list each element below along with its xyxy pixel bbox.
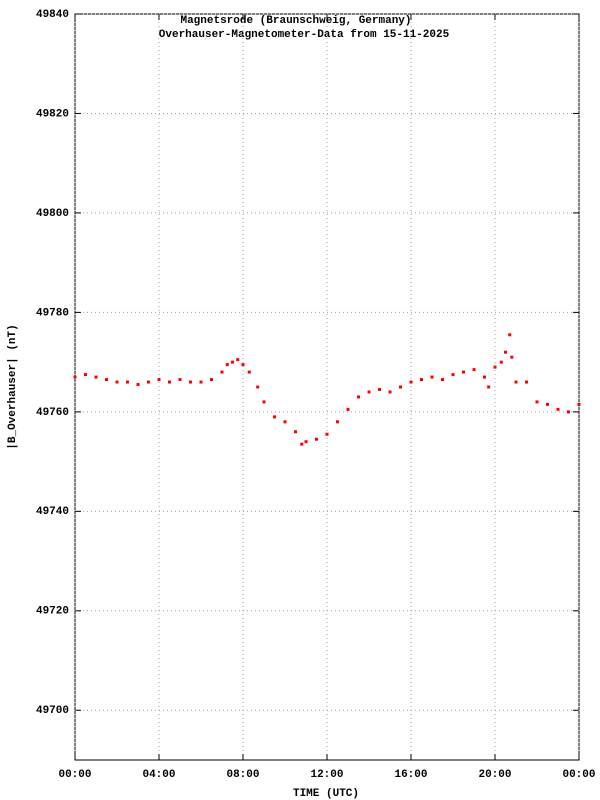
x-tick-label: 12:00	[310, 769, 343, 781]
data-point	[210, 378, 213, 382]
data-point	[388, 390, 392, 394]
data-point	[225, 363, 229, 367]
data-point	[367, 390, 371, 394]
data-point	[499, 360, 503, 364]
data-point	[294, 430, 297, 434]
x-tick-label: 00:00	[562, 769, 595, 781]
data-point	[487, 385, 491, 389]
data-point	[567, 410, 570, 414]
data-point	[157, 378, 161, 382]
y-tick-label: 49820	[36, 108, 69, 120]
data-point	[178, 378, 182, 382]
data-point	[451, 373, 455, 377]
data-point	[483, 375, 486, 379]
data-point	[256, 385, 260, 389]
data-point	[346, 407, 350, 411]
data-point	[525, 380, 528, 384]
data-point	[535, 400, 539, 404]
x-tick-label: 08:00	[226, 769, 259, 781]
data-point	[510, 355, 514, 359]
data-point	[231, 360, 234, 364]
data-point	[94, 375, 98, 379]
y-tick-label: 49700	[36, 705, 69, 717]
data-point	[462, 370, 465, 374]
data-point	[508, 333, 512, 337]
x-tick-label: 04:00	[142, 769, 175, 781]
data-point	[247, 370, 251, 374]
data-point	[126, 380, 129, 384]
data-point	[136, 383, 140, 387]
y-tick-label: 49840	[36, 9, 69, 21]
y-axis-label: |B_Overhauser| (nT)	[7, 324, 19, 449]
data-point	[493, 365, 497, 369]
data-point	[315, 437, 318, 441]
data-point	[514, 380, 518, 384]
data-point	[577, 402, 581, 406]
data-point	[273, 415, 276, 419]
y-tick-label: 49720	[36, 606, 69, 618]
data-point	[336, 420, 339, 424]
data-point	[546, 402, 549, 406]
data-point	[115, 380, 119, 384]
data-point	[399, 385, 402, 389]
data-point	[105, 378, 108, 382]
data-point	[262, 400, 266, 404]
data-point	[504, 350, 507, 354]
x-tick-label: 20:00	[478, 769, 511, 781]
x-tick-label: 00:00	[58, 769, 91, 781]
data-point	[357, 395, 360, 399]
data-point	[409, 380, 413, 384]
y-tick-label: 49780	[36, 307, 69, 319]
y-tick-label: 49800	[36, 208, 69, 220]
data-point	[300, 442, 304, 446]
x-axis-label: TIME (UTC)	[293, 788, 359, 800]
data-point	[84, 373, 87, 377]
x-tick-label: 16:00	[394, 769, 427, 781]
data-point	[73, 375, 77, 379]
data-point	[304, 440, 308, 444]
data-point	[325, 432, 329, 436]
data-point	[189, 380, 192, 384]
data-point	[241, 363, 245, 367]
data-point	[199, 380, 203, 384]
data-point	[378, 387, 381, 391]
chart-subtitle: Overhauser-Magnetometer-Data from 15-11-…	[159, 29, 450, 41]
data-point	[147, 380, 150, 384]
data-point	[220, 370, 224, 374]
data-point	[430, 375, 434, 379]
y-tick-label: 49740	[36, 506, 69, 518]
data-point	[556, 407, 560, 411]
data-point	[420, 378, 423, 382]
data-point	[441, 378, 444, 382]
data-point	[168, 380, 171, 384]
chart-title: Magnetsrode (Braunschweig, Germany)	[180, 15, 411, 27]
y-tick-label: 49760	[36, 407, 69, 419]
data-point	[283, 420, 287, 424]
data-point	[472, 368, 476, 372]
data-point	[236, 358, 240, 362]
